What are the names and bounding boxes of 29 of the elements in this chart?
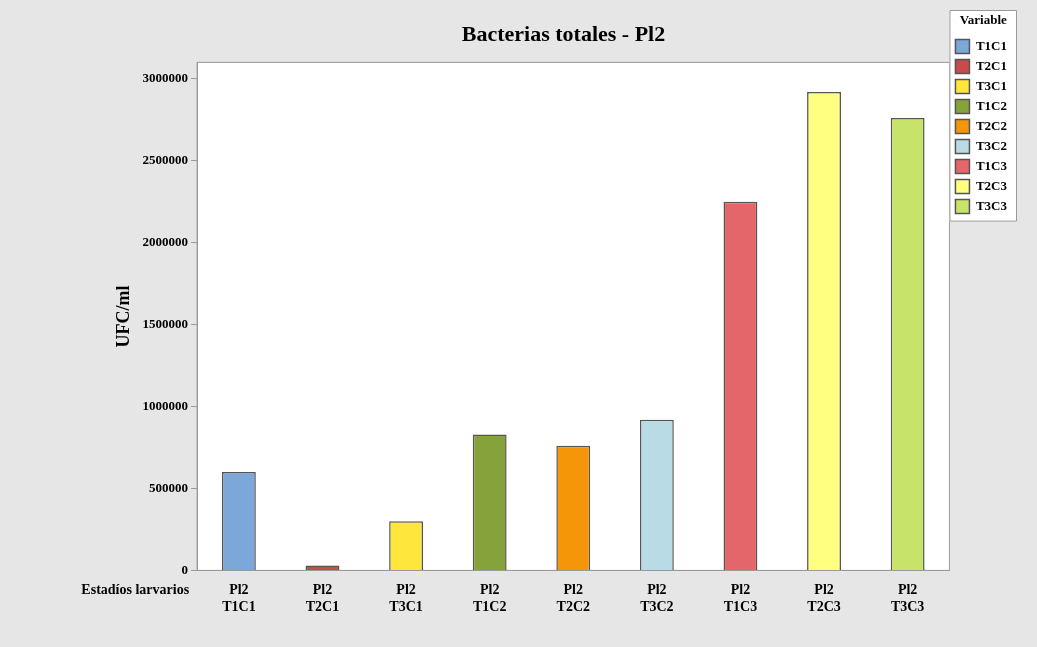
chart-title: Bacterias totales - Pl2 [461, 20, 666, 46]
y-tick-label: 1500000 [142, 315, 189, 331]
x-tick-label: Pl2 T2C3 [807, 582, 841, 615]
x-tick-label: Pl2 T3C2 [640, 582, 674, 615]
x-tick-label: Pl2 T2C1 [305, 582, 340, 615]
y-tick-label: 1000000 [142, 397, 189, 413]
y-tick-label: 3000000 [142, 70, 189, 86]
y-tick-label: 2500000 [142, 152, 189, 168]
x-tick-label: Pl2 T3C1 [389, 582, 423, 615]
y-tick-label: 2000000 [142, 234, 189, 250]
y-tick-label: 500000 [149, 479, 189, 495]
legend-title: Variable [959, 11, 1008, 27]
y-tick-label: 0 [181, 561, 189, 577]
legend-label: T2C3 [975, 177, 1008, 193]
legend-label: T2C2 [975, 117, 1007, 133]
legend-label: T3C1 [975, 77, 1007, 93]
legend-label: T3C3 [975, 197, 1008, 213]
x-tick-label: Pl2 T3C3 [890, 582, 925, 615]
x-tick-label: Pl2 T2C2 [556, 582, 590, 615]
x-tick-label: Pl2 T1C2 [472, 582, 507, 615]
legend-label: T1C1 [975, 37, 1007, 53]
legend-label: T3C2 [975, 137, 1007, 153]
legend-label: T1C3 [975, 157, 1008, 173]
y-axis-title: UFC/ml [113, 285, 134, 348]
legend-label: T2C1 [975, 57, 1007, 73]
legend-label: T1C2 [975, 97, 1007, 113]
x-tick-label: Pl2 T1C1 [222, 582, 256, 615]
x-tick-label: Pl2 T1C3 [723, 582, 758, 615]
text: Estadíos larvarios [81, 582, 190, 598]
